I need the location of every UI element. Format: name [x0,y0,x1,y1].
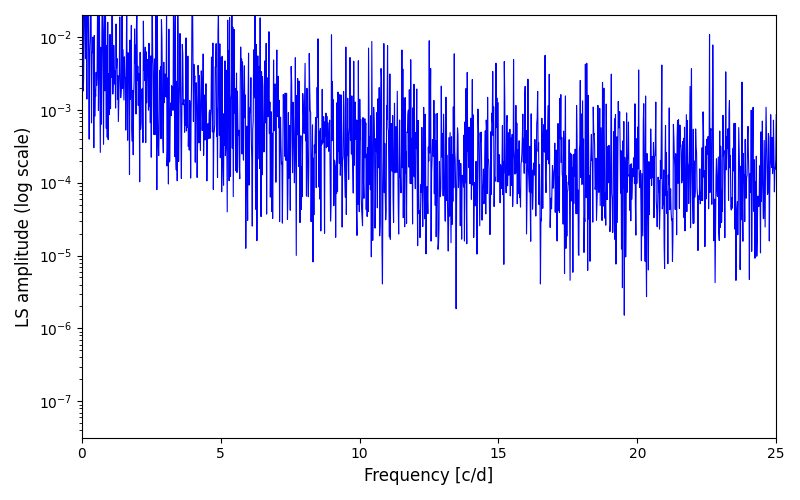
X-axis label: Frequency [c/d]: Frequency [c/d] [364,467,494,485]
Y-axis label: LS amplitude (log scale): LS amplitude (log scale) [15,126,33,326]
